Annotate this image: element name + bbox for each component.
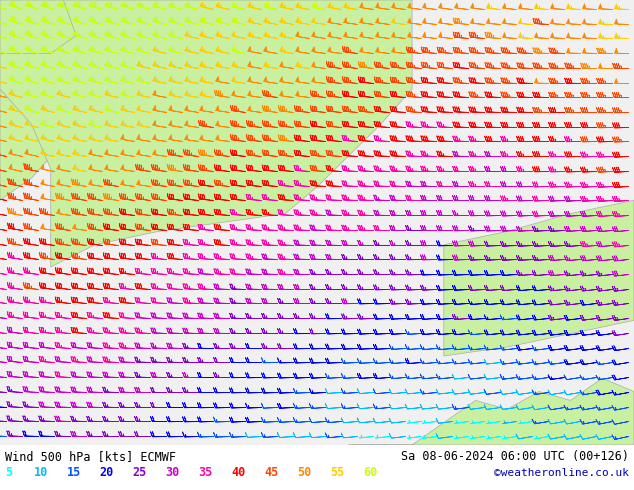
Text: 55: 55	[330, 466, 344, 479]
Text: 50: 50	[297, 466, 311, 479]
Text: 60: 60	[363, 466, 377, 479]
Polygon shape	[0, 0, 76, 53]
Polygon shape	[0, 0, 139, 200]
Text: 20: 20	[100, 466, 113, 479]
Text: 40: 40	[231, 466, 245, 479]
Text: ©weatheronline.co.uk: ©weatheronline.co.uk	[494, 468, 629, 478]
Polygon shape	[444, 200, 634, 356]
Text: 5: 5	[5, 466, 12, 479]
Text: 10: 10	[34, 466, 48, 479]
Text: Wind 500 hPa [kts] ECMWF: Wind 500 hPa [kts] ECMWF	[5, 450, 176, 463]
Polygon shape	[349, 378, 634, 445]
Text: 30: 30	[165, 466, 179, 479]
Text: 25: 25	[133, 466, 146, 479]
Polygon shape	[0, 0, 412, 267]
Text: 35: 35	[198, 466, 212, 479]
Text: 45: 45	[264, 466, 278, 479]
Text: Sa 08-06-2024 06:00 UTC (00+126): Sa 08-06-2024 06:00 UTC (00+126)	[401, 450, 629, 463]
Text: 15: 15	[67, 466, 81, 479]
